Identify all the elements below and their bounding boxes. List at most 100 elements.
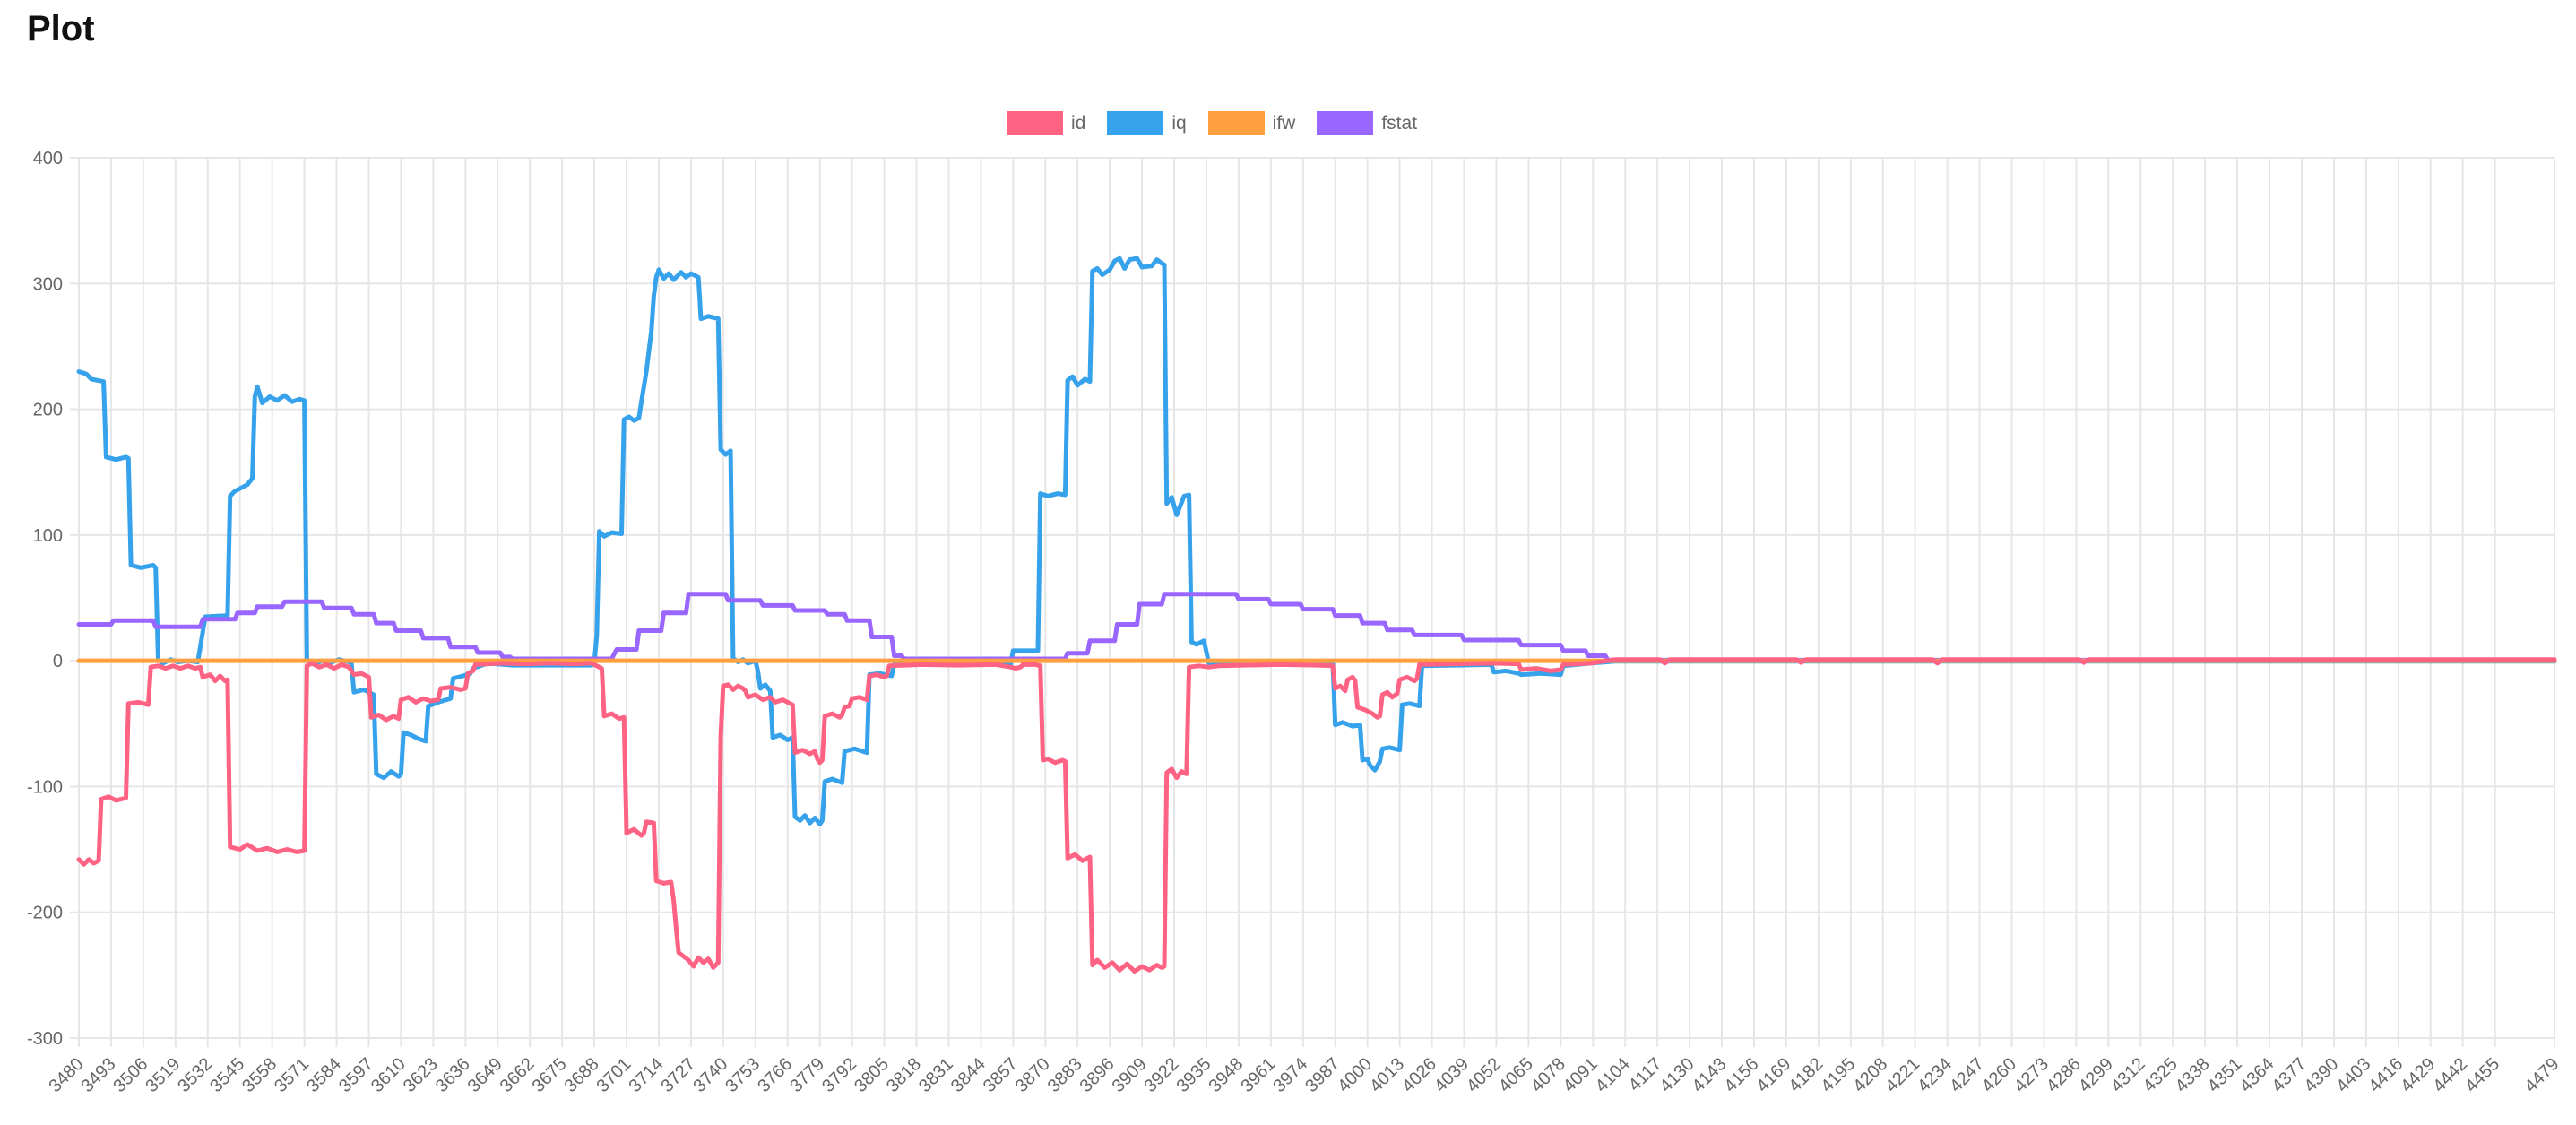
x-tick-label: 4182 <box>1785 1054 1827 1096</box>
x-tick-label: 3857 <box>980 1054 1022 1096</box>
x-tick-label: 4338 <box>2172 1054 2214 1096</box>
legend-item-iq[interactable]: iq <box>1107 111 1187 135</box>
x-tick-label: 4377 <box>2269 1054 2311 1096</box>
x-tick-label: 4364 <box>2236 1054 2278 1096</box>
x-axis-ticks: 3480349335063519353235453558357135843597… <box>46 1054 2563 1096</box>
x-tick-label: 3844 <box>947 1054 990 1096</box>
x-tick-label: 3545 <box>206 1054 248 1096</box>
x-tick-label: 3740 <box>689 1054 731 1096</box>
chart-legend: id iq ifw fstat <box>0 111 2500 135</box>
x-tick-label: 3805 <box>851 1054 893 1096</box>
x-tick-label: 4416 <box>2364 1054 2407 1096</box>
y-tick-label: 300 <box>33 274 63 294</box>
x-tick-label: 3909 <box>1109 1054 1151 1096</box>
legend-label-iq: iq <box>1171 112 1187 134</box>
y-axis-ticks: 400 300 200 100 0 -100 -200 -300 <box>27 149 63 1049</box>
x-tick-label: 4052 <box>1463 1054 1505 1096</box>
x-tick-label: 4208 <box>1849 1054 1891 1096</box>
x-tick-label: 4195 <box>1817 1054 1859 1096</box>
y-tick-label: -200 <box>27 904 63 923</box>
x-tick-label: 4442 <box>2429 1054 2471 1096</box>
x-tick-label: 3831 <box>915 1054 957 1096</box>
x-tick-label: 4260 <box>1978 1054 2020 1096</box>
x-tick-label: 3948 <box>1205 1054 1247 1096</box>
x-tick-label: 3519 <box>142 1054 184 1096</box>
y-tick-label: 100 <box>33 526 63 546</box>
x-tick-label: 4247 <box>1946 1054 1988 1096</box>
x-tick-label: 4091 <box>1560 1054 1602 1096</box>
x-tick-label: 3727 <box>657 1054 699 1096</box>
x-tick-label: 4234 <box>1914 1054 1956 1096</box>
legend-swatch-fstat <box>1317 111 1374 135</box>
x-tick-label: 4273 <box>2010 1054 2053 1096</box>
x-tick-label: 3870 <box>1012 1054 1054 1096</box>
x-tick-label: 3532 <box>174 1054 216 1096</box>
x-tick-label: 3922 <box>1141 1054 1183 1096</box>
x-tick-label: 4286 <box>2043 1054 2085 1096</box>
x-tick-label: 4299 <box>2075 1054 2117 1096</box>
x-tick-label: 3688 <box>561 1054 603 1096</box>
x-tick-label: 3753 <box>722 1054 764 1096</box>
x-tick-label: 4065 <box>1495 1054 1537 1096</box>
x-tick-label: 3974 <box>1269 1054 1311 1096</box>
x-tick-label: 4351 <box>2204 1054 2246 1096</box>
series-line-id <box>76 657 2557 974</box>
x-tick-label: 4039 <box>1431 1054 1473 1096</box>
y-tick-label: 200 <box>33 401 63 420</box>
x-tick-label: 4156 <box>1720 1054 1762 1096</box>
x-tick-label: 3766 <box>754 1054 796 1096</box>
x-tick-label: 3610 <box>367 1054 410 1096</box>
legend-swatch-ifw <box>1207 111 1265 135</box>
x-tick-label: 3623 <box>400 1054 442 1096</box>
legend-swatch-id <box>1006 111 1063 135</box>
x-tick-label: 3818 <box>883 1054 925 1096</box>
y-tick-label: -100 <box>27 777 63 797</box>
x-tick-label: 3987 <box>1301 1054 1344 1096</box>
x-tick-label: 3636 <box>432 1054 474 1096</box>
legend-item-fstat[interactable]: fstat <box>1317 111 1417 135</box>
series-line-iq <box>76 255 2557 826</box>
y-tick-label: -300 <box>27 1029 63 1049</box>
x-tick-label: 3493 <box>77 1054 119 1096</box>
x-tick-label: 3714 <box>625 1054 667 1096</box>
x-tick-label: 4403 <box>2332 1054 2374 1096</box>
x-grid <box>78 158 2555 1047</box>
page-title: Plot <box>27 9 95 48</box>
x-tick-label: 4429 <box>2397 1054 2439 1096</box>
x-tick-label: 3896 <box>1076 1054 1119 1096</box>
x-tick-label: 4104 <box>1592 1054 1634 1096</box>
x-tick-label: 4013 <box>1366 1054 1408 1096</box>
x-tick-label: 3701 <box>593 1054 635 1096</box>
x-tick-label: 4221 <box>1881 1054 1923 1096</box>
x-tick-label: 4479 <box>2521 1054 2563 1096</box>
x-tick-label: 3662 <box>497 1054 539 1096</box>
x-tick-label: 3558 <box>238 1054 281 1096</box>
x-tick-label: 4390 <box>2300 1054 2342 1096</box>
y-grid <box>70 157 2554 1039</box>
legend-item-id[interactable]: id <box>1006 111 1086 135</box>
x-tick-label: 3779 <box>786 1054 828 1096</box>
x-tick-label: 4325 <box>2139 1054 2182 1096</box>
x-tick-label: 4143 <box>1689 1054 1731 1096</box>
x-tick-label: 4130 <box>1656 1054 1699 1096</box>
legend-label-fstat: fstat <box>1381 112 1418 134</box>
x-tick-label: 3675 <box>529 1054 571 1096</box>
x-tick-label: 3506 <box>109 1054 151 1096</box>
x-tick-label: 3792 <box>818 1054 860 1096</box>
legend-label-ifw: ifw <box>1272 112 1296 134</box>
y-tick-label: 0 <box>53 652 63 671</box>
x-tick-label: 4026 <box>1398 1054 1440 1096</box>
legend-item-ifw[interactable]: ifw <box>1207 111 1296 135</box>
legend-swatch-iq <box>1107 111 1164 135</box>
series-line-fstat <box>76 592 2557 662</box>
x-tick-label: 4169 <box>1752 1054 1794 1096</box>
x-tick-label: 3480 <box>46 1054 88 1096</box>
x-tick-label: 4312 <box>2107 1054 2149 1096</box>
x-tick-label: 4078 <box>1527 1054 1569 1096</box>
x-tick-label: 4000 <box>1334 1054 1376 1096</box>
x-tick-label: 3584 <box>303 1054 345 1096</box>
legend-label-id: id <box>1070 112 1086 134</box>
x-tick-label: 3597 <box>335 1054 377 1096</box>
